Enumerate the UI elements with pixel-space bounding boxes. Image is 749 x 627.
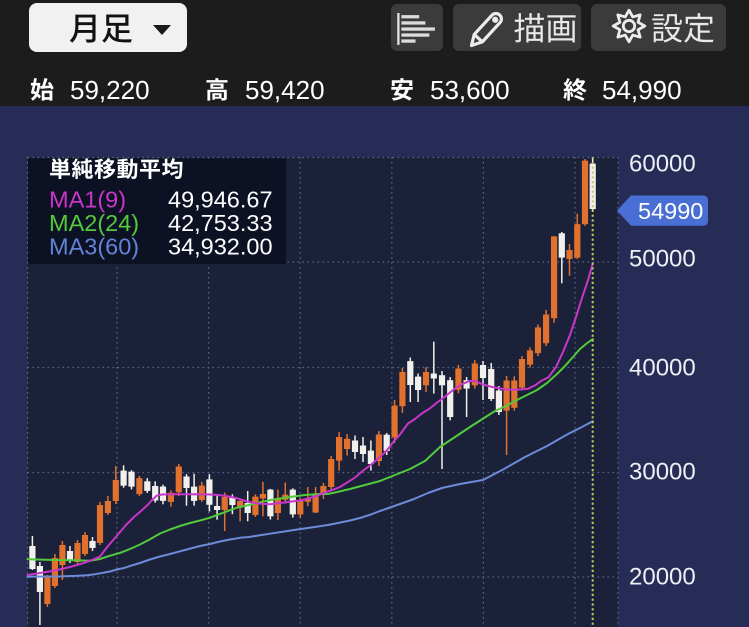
- svg-text:34,932.00: 34,932.00: [168, 234, 273, 260]
- svg-text:60000: 60000: [629, 151, 696, 178]
- svg-text:42,753.33: 42,753.33: [168, 210, 273, 236]
- svg-text:MA3(60): MA3(60): [49, 234, 139, 260]
- svg-text:54990: 54990: [638, 198, 703, 224]
- svg-text:50000: 50000: [629, 246, 696, 273]
- svg-text:MA1(9): MA1(9): [49, 187, 126, 213]
- svg-text:MA2(24): MA2(24): [49, 210, 139, 236]
- svg-text:30000: 30000: [629, 459, 696, 486]
- svg-text:49,946.67: 49,946.67: [168, 187, 273, 213]
- svg-text:20000: 20000: [629, 564, 696, 591]
- svg-text:40000: 40000: [629, 355, 696, 382]
